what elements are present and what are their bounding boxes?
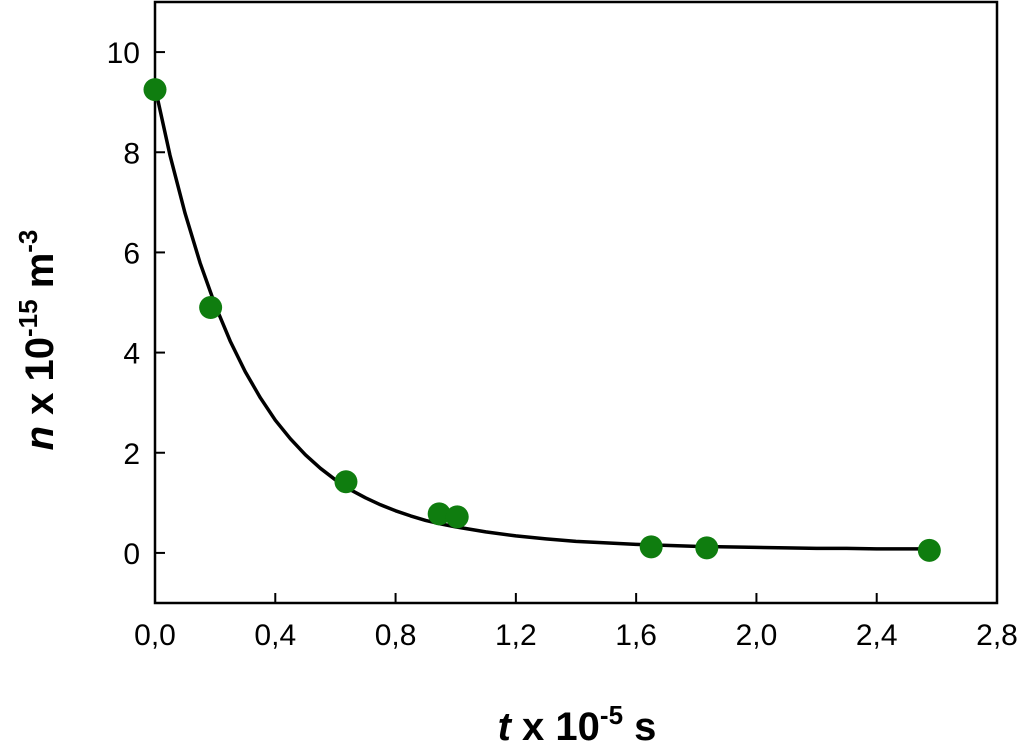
data-point — [695, 536, 719, 560]
data-point — [445, 505, 469, 529]
x-tick-label: 1,6 — [615, 619, 657, 652]
data-point — [199, 296, 223, 320]
x-tick-label: 2,4 — [856, 619, 898, 652]
x-tick-label: 0,8 — [375, 619, 417, 652]
y-axis-title: n x 10-15 m-3 — [13, 230, 62, 451]
x-axis-ticks: 0,0 0,4 0,8 1,2 1,6 2,0 2,4 2,8 — [134, 593, 1018, 652]
y-tick-label: 0 — [123, 538, 140, 571]
y-tick-label: 6 — [123, 237, 140, 270]
data-point — [639, 535, 663, 559]
x-tick-label: 2,0 — [736, 619, 778, 652]
fit-curve — [153, 86, 931, 551]
y-tick-label: 4 — [123, 338, 140, 371]
fit-curve-layer — [153, 86, 931, 551]
x-tick-label: 0,0 — [134, 619, 176, 652]
y-tick-label: 2 — [123, 438, 140, 471]
x-tick-label: 2,8 — [976, 619, 1018, 652]
x-tick-label: 0,4 — [254, 619, 296, 652]
y-axis-ticks: 0 2 4 6 8 10 — [107, 37, 165, 571]
y-tick-label: 8 — [123, 137, 140, 170]
data-point — [334, 470, 358, 494]
x-tick-label: 1,2 — [495, 619, 537, 652]
data-point — [143, 78, 167, 102]
data-point — [917, 538, 941, 562]
plot-frame — [153, 0, 999, 605]
data-point — [427, 502, 451, 526]
data-points-layer — [143, 78, 941, 562]
x-axis-title: t x 10-5 s — [498, 700, 657, 746]
y-tick-label: 10 — [107, 37, 140, 70]
